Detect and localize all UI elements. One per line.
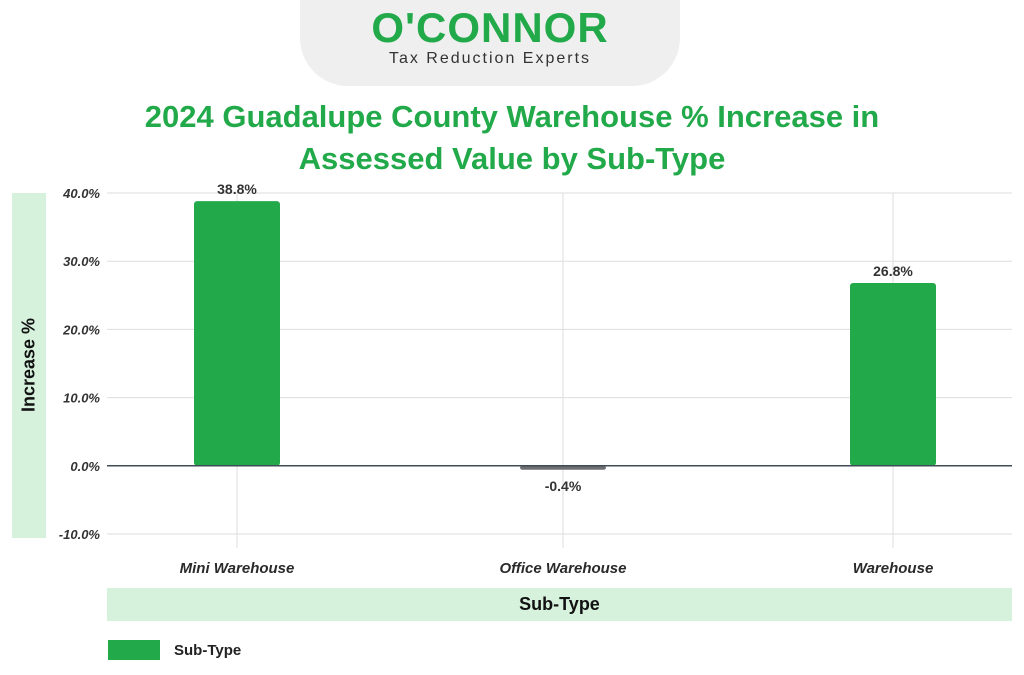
y-tick-label: -10.0% <box>59 527 101 542</box>
x-category-label: Mini Warehouse <box>180 560 295 577</box>
bar <box>520 465 606 470</box>
legend-swatch <box>108 640 160 660</box>
legend: Sub-Type <box>108 640 241 660</box>
x-axis-title-band: Sub-Type <box>107 588 1012 621</box>
data-label: -0.4% <box>545 478 582 494</box>
x-category-label: Office Warehouse <box>500 560 627 577</box>
bar <box>850 283 936 466</box>
brand-tagline: Tax Reduction Experts <box>388 50 592 67</box>
data-label: 38.8% <box>217 181 257 197</box>
data-label: 26.8% <box>873 263 913 279</box>
y-tick-label: 0.0% <box>70 459 100 474</box>
x-axis-title: Sub-Type <box>519 594 600 614</box>
x-category-label: Warehouse <box>853 560 934 577</box>
bar <box>194 201 280 466</box>
brand-logo: O'CONNOR Tax Reduction Experts <box>300 0 680 86</box>
brand-name: O'CONNOR <box>371 4 609 51</box>
y-tick-label: 10.0% <box>63 391 100 406</box>
y-tick-label: 20.0% <box>62 322 100 337</box>
y-tick-label: 30.0% <box>63 254 100 269</box>
y-tick-label: 40.0% <box>62 186 100 201</box>
y-axis-title-band <box>12 193 46 538</box>
legend-label: Sub-Type <box>174 641 242 659</box>
chart-title: 2024 Guadalupe County Warehouse % Increa… <box>144 99 880 176</box>
